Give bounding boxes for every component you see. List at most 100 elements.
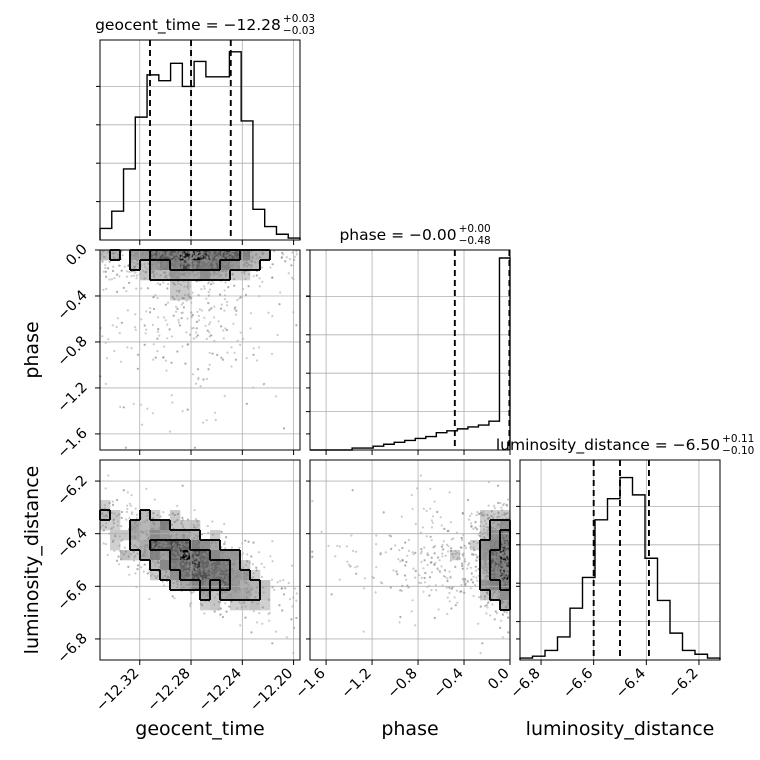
sample-point xyxy=(145,529,148,533)
sample-point xyxy=(338,545,341,548)
sample-point xyxy=(184,564,187,568)
sample-point xyxy=(177,256,180,259)
sample-point xyxy=(181,260,185,263)
sample-point xyxy=(181,262,185,265)
sample-point xyxy=(479,524,482,528)
sample-point xyxy=(184,264,187,267)
sample-point xyxy=(222,250,225,253)
sample-point xyxy=(320,530,323,533)
sample-point xyxy=(134,328,137,331)
sample-point xyxy=(469,514,472,518)
sample-point xyxy=(491,571,494,574)
sample-point xyxy=(194,266,197,269)
sample-point xyxy=(175,251,178,254)
sample-point xyxy=(153,250,156,254)
sample-point xyxy=(177,565,180,568)
sample-point xyxy=(159,283,162,286)
sample-point xyxy=(176,580,179,583)
sample-point xyxy=(206,251,209,254)
sample-point xyxy=(252,572,255,575)
sample-point xyxy=(177,266,180,269)
sample-point xyxy=(237,255,240,259)
sample-point xyxy=(202,553,205,556)
sample-point xyxy=(246,261,249,264)
sample-point xyxy=(216,257,219,260)
sample-point xyxy=(183,273,186,276)
sample-point xyxy=(164,271,167,274)
sample-point xyxy=(282,593,286,596)
sample-point xyxy=(152,255,155,258)
sample-point xyxy=(207,579,210,582)
sample-point xyxy=(212,270,216,273)
sample-point xyxy=(199,385,202,388)
sample-point xyxy=(192,261,195,265)
sample-point xyxy=(199,254,202,257)
sample-point xyxy=(210,283,213,286)
sample-point xyxy=(252,347,255,350)
sample-point xyxy=(492,575,495,578)
sample-point xyxy=(110,527,113,530)
sample-point xyxy=(203,254,206,257)
density-cell xyxy=(180,270,191,281)
sample-point xyxy=(205,297,208,300)
sample-point xyxy=(192,254,195,257)
density-cell xyxy=(250,600,261,611)
sample-point xyxy=(505,545,508,549)
sample-point xyxy=(173,271,176,274)
sample-point xyxy=(161,554,164,557)
sample-point xyxy=(159,252,162,255)
sample-point xyxy=(418,574,421,577)
sample-point xyxy=(143,343,146,346)
sample-point xyxy=(132,559,136,562)
sample-point xyxy=(181,260,184,264)
sample-point xyxy=(174,252,177,256)
sample-point xyxy=(469,587,472,590)
sample-point xyxy=(209,272,212,275)
sample-point xyxy=(182,252,185,255)
sample-point xyxy=(191,259,194,262)
density-cell xyxy=(210,560,221,571)
sample-point xyxy=(187,259,190,262)
sample-point xyxy=(220,252,223,255)
sample-point xyxy=(224,262,227,265)
density-cell xyxy=(240,600,251,611)
sample-point xyxy=(162,254,165,257)
sample-point xyxy=(209,561,212,564)
sample-point xyxy=(105,275,108,278)
sample-point xyxy=(182,254,185,257)
sample-point xyxy=(230,550,233,553)
sample-point xyxy=(114,251,117,255)
sample-point xyxy=(156,330,159,333)
sample-point xyxy=(225,582,228,585)
sample-point xyxy=(252,541,255,544)
sample-point xyxy=(486,574,489,577)
sample-point xyxy=(271,276,274,279)
sample-point xyxy=(187,262,190,265)
sample-point xyxy=(173,513,176,517)
sample-point xyxy=(400,515,403,518)
sample-point xyxy=(135,277,138,280)
sample-point xyxy=(234,589,237,592)
sample-point xyxy=(196,537,199,540)
sample-point xyxy=(208,563,211,566)
sample-point xyxy=(151,521,154,524)
sample-point xyxy=(281,251,284,254)
sample-point xyxy=(155,267,159,270)
sample-point xyxy=(295,324,298,327)
sample-point xyxy=(213,603,216,606)
sample-point xyxy=(212,563,215,567)
sample-point xyxy=(188,265,191,268)
sample-point xyxy=(271,276,274,279)
sample-point xyxy=(496,526,499,529)
sample-point xyxy=(273,250,276,253)
sample-point xyxy=(184,264,187,267)
sample-point xyxy=(214,542,217,545)
sample-point xyxy=(476,541,479,545)
density-cell xyxy=(160,550,171,561)
sample-point xyxy=(207,258,210,262)
sample-point xyxy=(174,547,178,551)
sample-point xyxy=(430,571,434,574)
sample-point xyxy=(167,254,170,258)
sample-point xyxy=(446,579,449,583)
sample-point xyxy=(182,547,185,551)
